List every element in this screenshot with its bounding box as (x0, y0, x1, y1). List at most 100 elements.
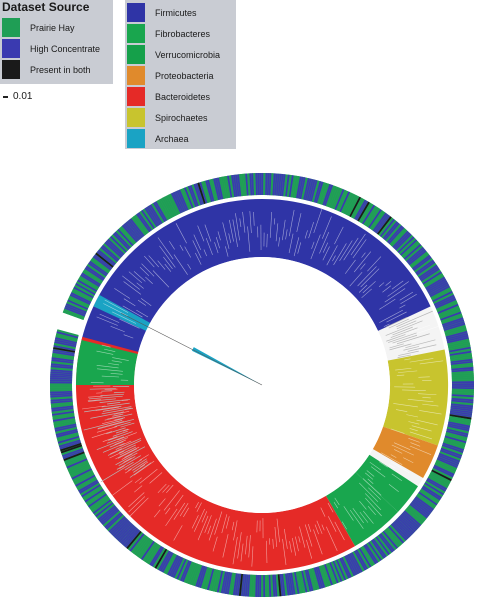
branch (157, 483, 167, 494)
branch (390, 327, 418, 338)
ring-tick (50, 377, 73, 380)
ring-tick (417, 493, 437, 508)
ring-tick (181, 560, 192, 582)
branch (272, 538, 274, 549)
ring-tick (67, 299, 89, 310)
ring-tick (433, 464, 455, 476)
ring-tick (55, 428, 78, 436)
ring-tick (82, 270, 102, 285)
ring-tick (422, 271, 442, 285)
ring-tick (189, 563, 199, 585)
ring-tick (50, 398, 73, 402)
ring-tick (182, 187, 192, 210)
ring-tick (418, 491, 438, 506)
ring-tick (99, 247, 118, 264)
branch (104, 413, 133, 421)
branch (296, 213, 302, 233)
ring-tick (85, 265, 105, 280)
ring-tick (131, 534, 146, 553)
ring-tick (66, 458, 88, 469)
ring-tick (100, 246, 119, 262)
branch (361, 252, 366, 258)
branch (306, 539, 313, 559)
ring-tick (50, 401, 73, 406)
branch (385, 280, 392, 286)
branch (204, 515, 212, 533)
ring-tick (247, 574, 251, 597)
ring-tick (415, 496, 434, 511)
ring-tick (369, 540, 384, 560)
branch (225, 246, 229, 257)
legend-item-proteobacteria: Proteobacteria (127, 66, 214, 85)
ring-tick (450, 358, 473, 364)
ring-tick (434, 463, 456, 474)
ring-tick (378, 534, 394, 553)
branch (379, 298, 396, 310)
ring-tick (50, 365, 73, 369)
branch (365, 497, 382, 517)
branch (392, 326, 413, 336)
ring-tick (249, 173, 253, 196)
ring-tick (325, 563, 335, 585)
ring-tick (121, 527, 138, 546)
branch (101, 402, 130, 408)
ring-tick (102, 510, 121, 527)
branch (222, 222, 230, 249)
branch (114, 439, 127, 445)
ring-tick (377, 216, 392, 235)
ring-tick (418, 264, 438, 279)
ring-tick (385, 223, 402, 242)
ring-tick (56, 430, 78, 438)
ring-tick (450, 407, 473, 412)
ring-tick (225, 175, 231, 198)
branch (137, 299, 147, 306)
ring-tick (284, 573, 290, 596)
ring-tick (410, 253, 430, 269)
ring-tick (325, 185, 336, 207)
ring-tick (217, 177, 224, 200)
ring-tick (442, 442, 465, 452)
ring-tick (441, 446, 463, 455)
ring-tick (301, 177, 308, 200)
scale-bar-line (3, 95, 8, 98)
ring-tick (357, 201, 370, 222)
ring-tick (126, 220, 142, 239)
branch (248, 535, 251, 558)
ring-tick (272, 574, 276, 597)
branch (285, 229, 288, 240)
ring-tick (446, 332, 468, 340)
branch (120, 422, 135, 428)
branch (87, 399, 102, 402)
ring-tick (80, 274, 100, 288)
ring-tick (70, 466, 92, 478)
ring-tick (424, 274, 445, 288)
branch (367, 505, 376, 516)
branch (366, 470, 375, 477)
ring-tick (243, 173, 247, 196)
ring-tick (437, 456, 459, 467)
branch (326, 526, 338, 552)
branch (193, 508, 205, 532)
branch (97, 418, 135, 430)
ring-tick (65, 456, 87, 467)
ring-tick (108, 516, 126, 533)
ring-tick (421, 269, 441, 284)
branch (367, 256, 382, 272)
branch (99, 398, 131, 403)
branch (187, 263, 192, 270)
ring-tick (245, 173, 249, 196)
branch (362, 281, 376, 294)
ring-tick (77, 477, 98, 491)
ring-tick (195, 183, 204, 205)
branch (123, 334, 134, 339)
ring-tick (170, 192, 182, 214)
ring-tick (440, 449, 462, 459)
ring-tick (397, 236, 415, 254)
branch (386, 318, 408, 329)
branch (304, 524, 313, 547)
ring-tick (274, 574, 278, 597)
ring-tick (52, 416, 75, 422)
branch (350, 233, 366, 256)
ring-tick (132, 535, 148, 555)
branch (313, 208, 323, 234)
